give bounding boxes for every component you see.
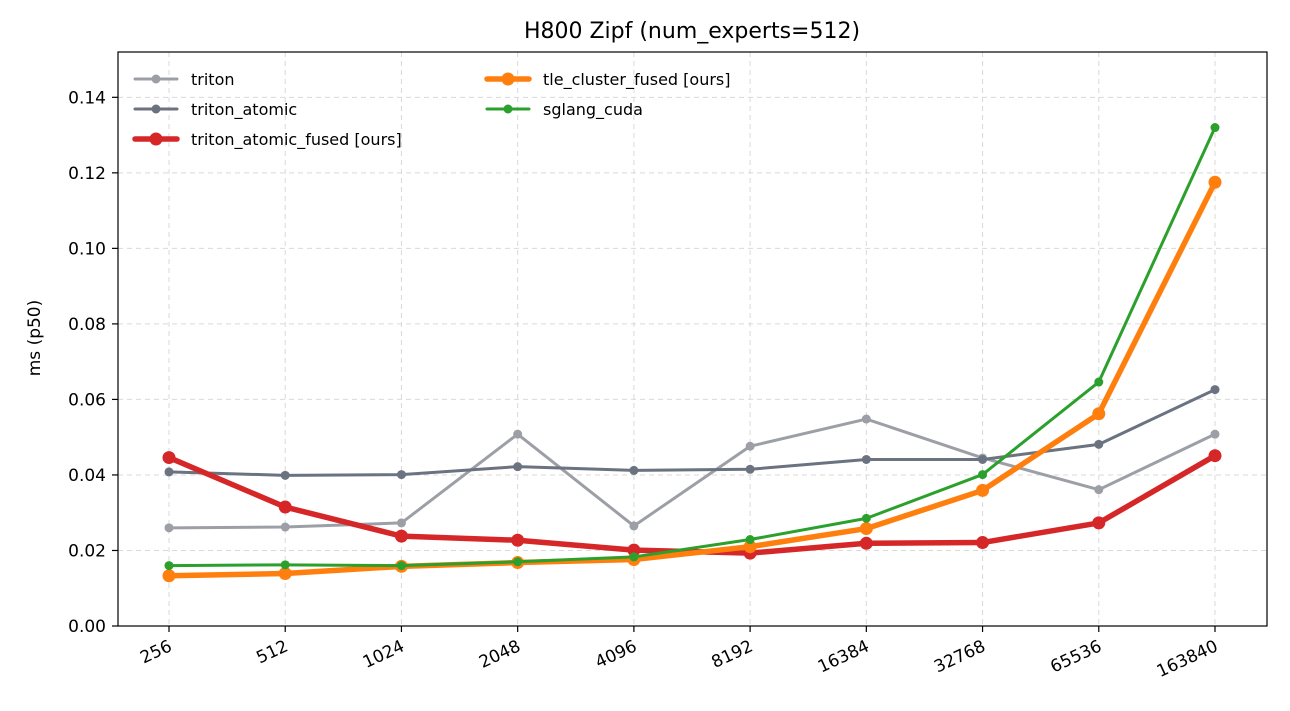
legend: triton triton_atomic triton_atomic_fused [… [132, 70, 731, 150]
series-line [167, 417, 1217, 530]
y-tick-label: 0.06 [68, 390, 106, 410]
data-point [743, 540, 757, 554]
data-point [976, 536, 990, 550]
legend-marker [151, 74, 161, 84]
data-point [280, 560, 290, 570]
data-point [745, 441, 755, 451]
data-point [1210, 385, 1220, 395]
data-point [394, 529, 408, 543]
data-point [1094, 439, 1104, 449]
chart-title: H800 Zipf (num_experts=512) [524, 19, 860, 44]
data-point [162, 451, 176, 465]
data-point [396, 518, 406, 528]
x-tick-label: 65536 [1047, 636, 1104, 677]
y-axis-label: ms (p50) [25, 300, 45, 377]
data-point [861, 454, 871, 464]
series-line [166, 179, 1218, 579]
y-tick-label: 0.04 [68, 466, 106, 486]
legend-label: sglang_cuda [543, 100, 643, 120]
data-point [1210, 429, 1220, 439]
data-point [978, 470, 988, 480]
legend-entry: tle_cluster_fused [ours] [484, 70, 731, 90]
y-tick-label: 0.14 [68, 88, 106, 108]
data-point [513, 429, 523, 439]
legend-marker [501, 72, 515, 86]
data-point [859, 536, 873, 550]
data-point [511, 533, 525, 547]
legend-entry: triton_atomic_fused [ours] [132, 130, 402, 150]
x-tick-label: 2048 [476, 636, 524, 672]
x-tick-label: 16384 [815, 636, 872, 677]
data-point [1208, 449, 1222, 463]
legend-marker [151, 104, 161, 114]
data-point [745, 535, 755, 545]
x-tick-label: 163840 [1154, 636, 1221, 682]
data-point [162, 569, 176, 583]
data-point [164, 467, 174, 477]
series-group [162, 123, 1222, 583]
legend-label: triton_atomic [191, 100, 297, 120]
series-triton-atomic [164, 385, 1220, 480]
legend-label: triton [191, 70, 235, 89]
data-point [629, 552, 639, 562]
data-point [976, 483, 990, 497]
x-tick-label: 8192 [709, 636, 757, 672]
data-point [861, 414, 871, 424]
data-point [396, 561, 406, 571]
x-tick-label: 32768 [931, 636, 988, 677]
legend-entry: triton [133, 70, 235, 89]
data-point [978, 454, 988, 464]
series-line [167, 126, 1217, 568]
legend-entry: triton_atomic [133, 100, 297, 120]
data-point [861, 513, 871, 523]
data-point [1094, 485, 1104, 495]
series-line [167, 388, 1217, 477]
data-point [278, 567, 292, 581]
data-point [1210, 123, 1220, 133]
data-point [280, 470, 290, 480]
data-point [627, 543, 641, 557]
data-point [1208, 175, 1222, 189]
plot-area-frame [117, 51, 1268, 627]
data-point [278, 500, 292, 514]
y-tick-label: 0.02 [68, 541, 106, 561]
x-tick-label: 256 [137, 636, 175, 668]
data-point [513, 462, 523, 472]
x-tick-label: 512 [253, 636, 291, 668]
data-point [859, 522, 873, 536]
data-point [164, 561, 174, 571]
data-point [629, 465, 639, 475]
y-tick-label: 0.10 [68, 239, 106, 259]
data-point [513, 557, 523, 567]
series-triton-atomic-fused-ours- [162, 449, 1222, 560]
x-tick-label: 4096 [592, 636, 640, 672]
data-point [280, 522, 290, 532]
data-point [1092, 516, 1106, 530]
y-tick-label: 0.12 [68, 164, 106, 184]
legend-label: triton_atomic_fused [ours] [191, 130, 402, 150]
legend-marker [503, 104, 513, 114]
data-point [745, 464, 755, 474]
series-tle-cluster-fused-ours- [162, 175, 1222, 583]
data-point [629, 521, 639, 531]
legend-label: tle_cluster_fused [ours] [543, 70, 731, 90]
data-point [1092, 407, 1106, 421]
legend-entry: sglang_cuda [485, 100, 643, 120]
data-point [1094, 377, 1104, 387]
data-point [396, 470, 406, 480]
y-tick-label: 0.08 [68, 315, 106, 335]
axes: 0.00 0.02 0.04 0.06 0.08 0.10 0.12 0.14 256 512 10… [68, 88, 1221, 682]
x-tick-label: 1024 [360, 636, 408, 672]
legend-marker [149, 132, 163, 146]
data-point [164, 523, 174, 533]
series-sglang-cuda [164, 123, 1220, 571]
y-tick-label: 0.00 [68, 617, 106, 637]
